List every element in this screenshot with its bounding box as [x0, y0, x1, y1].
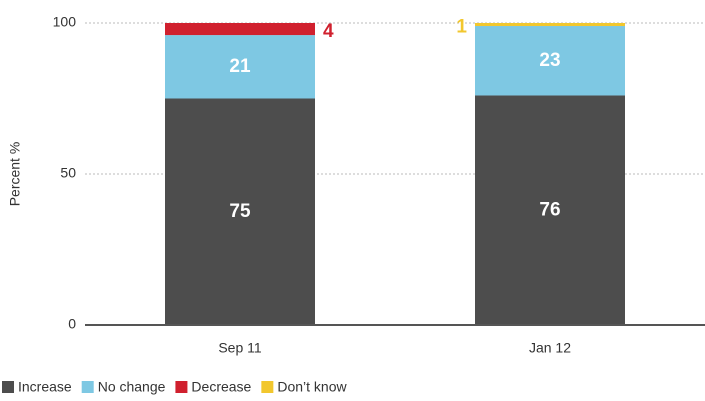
data-label: 1 [456, 17, 467, 38]
bar-segment [475, 95, 625, 325]
y-tick-label: 100 [53, 14, 77, 30]
y-tick-label: 0 [68, 316, 76, 332]
y-axis-label: Percent % [7, 142, 23, 207]
bar-segment [165, 98, 315, 325]
bar-segment [475, 26, 625, 96]
y-tick-label: 50 [60, 165, 76, 181]
x-tick-label: Jan 12 [529, 340, 571, 356]
legend-label: Increase [18, 379, 72, 395]
x-tick-label: Sep 11 [218, 340, 262, 356]
data-label: 4 [323, 21, 334, 42]
data-label: 76 [539, 199, 560, 220]
bar-segment [165, 35, 315, 99]
bar-segment [475, 23, 625, 27]
legend-swatch [261, 381, 274, 393]
legend-swatch [2, 381, 14, 393]
data-label: 21 [229, 56, 251, 77]
bar-segment [165, 23, 315, 36]
legend-swatch [175, 381, 188, 393]
legend-label: Decrease [191, 379, 251, 395]
legend-label: No change [98, 379, 166, 395]
data-label: 23 [539, 50, 560, 71]
legend-label: Don’t know [277, 379, 347, 395]
legend-swatch [81, 381, 94, 393]
data-label: 75 [229, 201, 251, 222]
